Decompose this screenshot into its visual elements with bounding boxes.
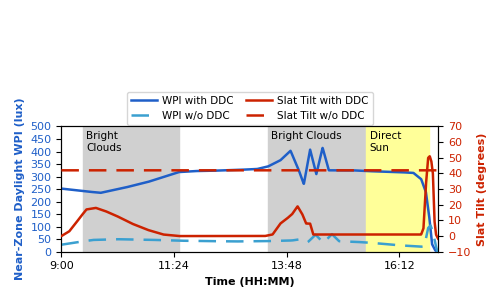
X-axis label: Time (HH:MM): Time (HH:MM) (204, 277, 294, 287)
Text: Direct
Sun: Direct Sun (369, 131, 400, 153)
Bar (83, 127, 178, 252)
Bar (268, 127, 366, 252)
Text: Bright
Clouds: Bright Clouds (86, 131, 122, 153)
Text: Bright Clouds: Bright Clouds (271, 131, 341, 142)
Legend: WPI with DDC, WPI w/o DDC, Slat Tilt with DDC, Slat Tilt w/o DDC: WPI with DDC, WPI w/o DDC, Slat Tilt wit… (126, 92, 372, 125)
Y-axis label: Near-Zone Daylight WPI (lux): Near-Zone Daylight WPI (lux) (15, 98, 25, 281)
Bar (366, 127, 428, 252)
Y-axis label: Slat Tilt (degrees): Slat Tilt (degrees) (476, 132, 486, 246)
